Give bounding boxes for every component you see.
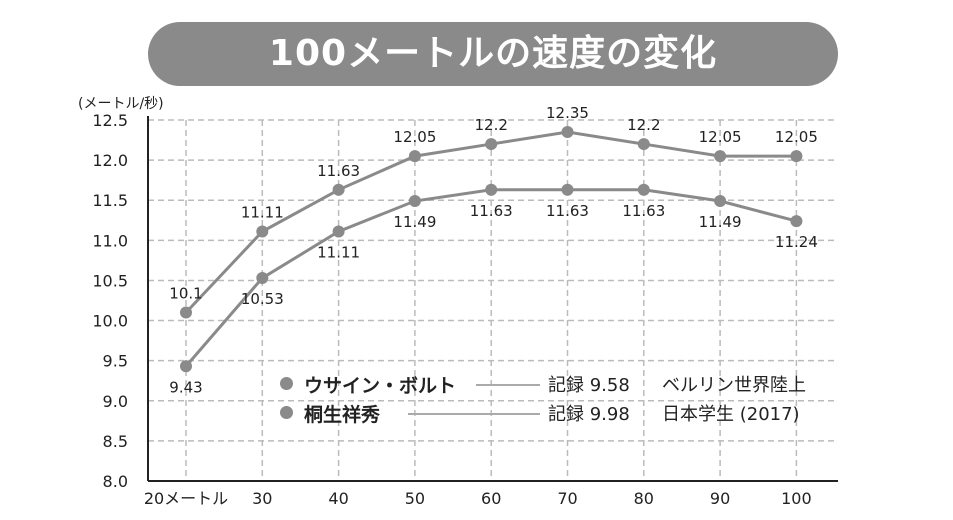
legend-name: ウサイン・ボルト	[304, 375, 457, 397]
data-label: 12.2	[627, 116, 660, 134]
legend-leader-line	[408, 413, 540, 415]
data-point	[790, 150, 803, 163]
data-label: 11.11	[317, 244, 360, 262]
legend-record: 記録 9.58	[548, 375, 630, 396]
title-banner	[148, 22, 838, 86]
y-tick-label: 12.5	[92, 111, 128, 130]
data-label: 11.63	[546, 202, 589, 220]
data-point	[561, 183, 574, 196]
data-label: 11.11	[241, 204, 284, 222]
data-point	[180, 306, 192, 319]
data-label: 11.49	[699, 213, 742, 231]
y-tick-label: 10.0	[92, 312, 128, 331]
data-point	[485, 183, 498, 196]
x-tick-label: 90	[710, 489, 730, 508]
y-tick-label: 8.0	[103, 472, 128, 491]
data-point	[637, 183, 650, 196]
x-tick-label: 50	[405, 489, 425, 508]
x-tick-label: 80	[634, 489, 654, 508]
data-point	[408, 150, 421, 163]
data-label: 12.2	[474, 116, 507, 134]
x-tick-label: 60	[481, 489, 501, 508]
data-label: 11.63	[622, 202, 665, 220]
legend-name: 桐生祥秀	[304, 404, 381, 426]
legend-leader-line	[476, 384, 540, 386]
legend-marker	[280, 406, 293, 419]
data-label: 12.05	[393, 128, 436, 146]
legend-item-kiryu: 桐生祥秀 記録 9.98 日本学生 (2017)	[280, 400, 840, 429]
x-tick-label: 20メートル	[144, 489, 228, 508]
data-label: 12.05	[699, 128, 742, 146]
data-point	[790, 215, 803, 228]
legend-item-bolt: ウサイン・ボルト 記録 9.58 ベルリン世界陸上	[280, 371, 840, 400]
x-tick-label: 70	[557, 489, 577, 508]
data-point	[485, 138, 498, 151]
y-tick-label: 11.5	[92, 191, 128, 210]
data-point	[637, 138, 650, 151]
data-point	[714, 195, 727, 208]
data-label: 11.63	[317, 162, 360, 180]
data-point	[256, 272, 269, 285]
data-point	[561, 126, 574, 139]
data-point	[180, 360, 192, 373]
data-point	[332, 183, 345, 196]
data-label: 10.1	[169, 285, 202, 303]
x-tick-label: 40	[328, 489, 348, 508]
legend: ウサイン・ボルト 記録 9.58 ベルリン世界陸上 桐生祥秀 記録 9.98 日…	[280, 371, 840, 429]
data-label: 10.53	[241, 290, 284, 308]
data-label: 11.63	[470, 202, 513, 220]
legend-marker	[280, 377, 293, 390]
data-point	[408, 195, 421, 208]
y-tick-label: 9.5	[103, 352, 128, 371]
data-point	[332, 225, 345, 238]
data-label: 11.49	[393, 213, 436, 231]
data-point	[714, 150, 727, 163]
x-tick-label: 100	[781, 489, 812, 508]
data-label: 12.05	[775, 128, 818, 146]
data-point	[256, 225, 269, 238]
y-tick-label: 10.5	[92, 271, 128, 290]
legend-note: ベルリン世界陸上	[662, 375, 806, 396]
legend-note: 日本学生 (2017)	[662, 404, 800, 425]
y-tick-label: 8.5	[103, 432, 128, 451]
data-label: 11.24	[775, 233, 818, 251]
y-tick-label: 9.0	[103, 392, 128, 411]
y-tick-label: 11.0	[92, 231, 128, 250]
chart-title: 100メートルの速度の変化	[268, 33, 718, 74]
data-label: 9.43	[169, 378, 202, 396]
y-tick-label: 12.0	[92, 151, 128, 170]
legend-record: 記録 9.98	[548, 404, 630, 425]
x-tick-label: 30	[252, 489, 272, 508]
data-label: 12.35	[546, 104, 589, 122]
y-axis-unit-label: (メートル/秒)	[78, 96, 164, 112]
